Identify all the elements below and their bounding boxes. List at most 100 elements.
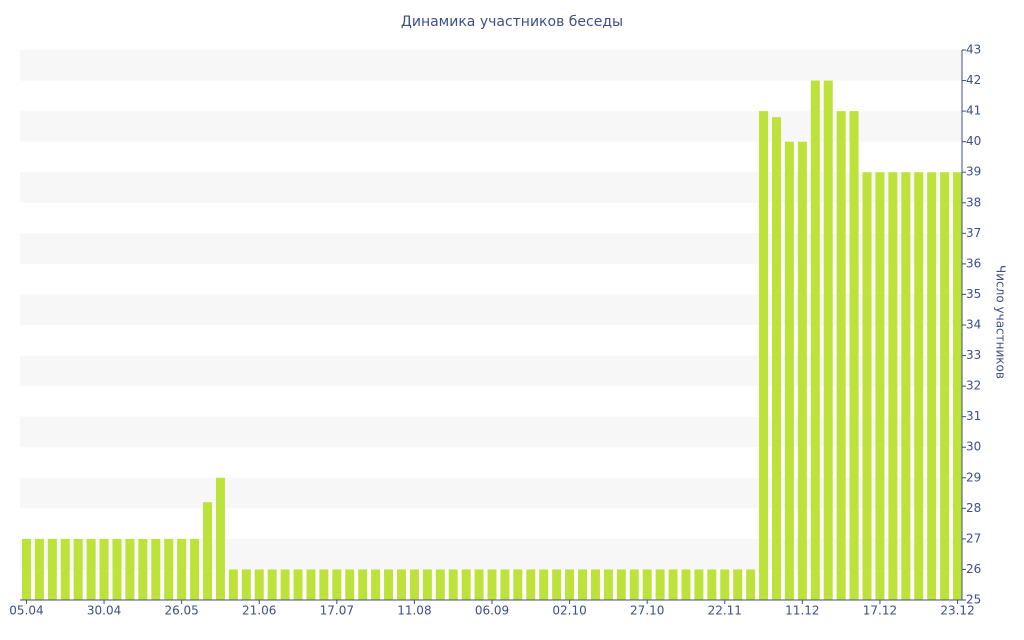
- bar: [448, 569, 458, 600]
- x-tick-label: 30.04: [87, 604, 121, 618]
- y-tick-label: 25: [966, 593, 981, 607]
- bar: [254, 569, 264, 600]
- bar: [267, 569, 277, 600]
- y-tick-label: 26: [966, 562, 981, 576]
- x-tick-label: 17.12: [863, 604, 897, 618]
- bar: [21, 538, 31, 600]
- grid-band: [20, 416, 962, 448]
- bar: [642, 569, 652, 600]
- y-tick-label: 42: [966, 73, 981, 87]
- bar: [474, 569, 484, 600]
- grid-band: [20, 355, 962, 387]
- y-tick-label: 37: [966, 226, 981, 240]
- bar: [590, 569, 600, 600]
- bar: [681, 569, 691, 600]
- bar: [319, 569, 329, 600]
- x-tick-label: 17.07: [320, 604, 354, 618]
- bar: [578, 569, 588, 600]
- chart-title: Динамика участников беседы: [401, 14, 623, 30]
- x-tick-label: 11.12: [785, 604, 819, 618]
- grid-band: [20, 477, 962, 509]
- bar: [280, 569, 290, 600]
- bar: [384, 569, 394, 600]
- grid-band: [20, 233, 962, 264]
- y-tick-label: 32: [966, 379, 981, 393]
- bar: [629, 569, 639, 600]
- bar: [914, 172, 924, 600]
- y-axis-label: Число участников: [994, 265, 1008, 379]
- bar: [228, 569, 238, 600]
- y-tick-label: 41: [966, 104, 981, 118]
- x-tick-label: 05.04: [9, 604, 43, 618]
- bar: [888, 172, 898, 600]
- bar: [409, 569, 419, 600]
- x-tick-label: 27.10: [630, 604, 664, 618]
- bar: [138, 538, 148, 600]
- bar: [849, 111, 859, 600]
- bar: [823, 80, 833, 601]
- bar: [86, 538, 96, 600]
- bar: [603, 569, 613, 600]
- bar: [487, 569, 497, 600]
- x-tick-label: 23.12: [940, 604, 974, 618]
- bar: [694, 569, 704, 600]
- bar: [164, 538, 174, 600]
- bar: [655, 569, 665, 600]
- bar: [461, 569, 471, 600]
- bar: [190, 538, 200, 600]
- bar: [99, 538, 109, 600]
- bar: [927, 172, 937, 600]
- bar: [707, 569, 717, 600]
- bar: [241, 569, 251, 600]
- y-tick-label: 29: [966, 470, 981, 484]
- grid-band: [20, 538, 962, 570]
- x-tick-label: 06.09: [475, 604, 509, 618]
- bar: [733, 569, 743, 600]
- bar: [151, 538, 161, 600]
- bar: [293, 569, 303, 600]
- x-tick-label: 11.08: [397, 604, 431, 618]
- bar: [901, 172, 911, 600]
- bar: [396, 569, 406, 600]
- x-tick-label: 26.05: [164, 604, 198, 618]
- grid-band: [20, 172, 962, 203]
- bar: [60, 538, 70, 600]
- bar: [513, 569, 523, 600]
- x-tick-label: 02.10: [552, 604, 586, 618]
- bar: [616, 569, 626, 600]
- bar: [332, 569, 342, 600]
- y-tick-label: 39: [966, 165, 981, 179]
- bar: [112, 538, 122, 600]
- bar: [358, 569, 368, 600]
- bar: [797, 141, 807, 600]
- bar: [720, 569, 730, 600]
- bar: [371, 569, 381, 600]
- bar: [953, 172, 963, 600]
- y-tick-label: 35: [966, 287, 981, 301]
- y-tick-label: 40: [966, 134, 981, 148]
- grid-band: [20, 294, 962, 325]
- y-tick-label: 43: [966, 43, 981, 57]
- y-tick-label: 33: [966, 348, 981, 362]
- bar: [34, 538, 44, 600]
- y-tick-label: 36: [966, 256, 981, 270]
- bar: [668, 569, 678, 600]
- grid-band: [20, 50, 962, 81]
- bar: [810, 80, 820, 601]
- y-tick-label: 30: [966, 440, 981, 454]
- bar: [73, 538, 83, 600]
- y-tick-label: 28: [966, 501, 981, 515]
- bar: [422, 569, 432, 600]
- bar: [125, 538, 135, 600]
- x-tick-label: 21.06: [242, 604, 276, 618]
- bar: [746, 569, 756, 600]
- grid-band: [20, 111, 962, 142]
- y-tick-label: 34: [966, 318, 981, 332]
- bar: [784, 141, 794, 600]
- bar: [47, 538, 57, 600]
- bar: [435, 569, 445, 600]
- y-tick-label: 38: [966, 195, 981, 209]
- bar: [552, 569, 562, 600]
- bar: [526, 569, 536, 600]
- bar: [862, 172, 872, 600]
